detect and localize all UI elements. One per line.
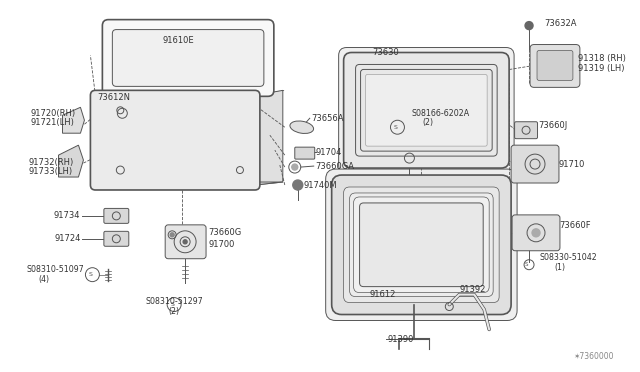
Circle shape <box>292 164 298 170</box>
Text: 91724: 91724 <box>54 234 81 243</box>
Text: S08310-51297: S08310-51297 <box>145 297 203 306</box>
Text: 91610E: 91610E <box>163 36 194 45</box>
FancyBboxPatch shape <box>530 45 580 87</box>
Text: 91612: 91612 <box>369 290 396 299</box>
Text: 91732(RH): 91732(RH) <box>29 158 74 167</box>
Text: S08166-6202A: S08166-6202A <box>412 109 470 118</box>
FancyBboxPatch shape <box>512 215 560 251</box>
Text: S08310-51097: S08310-51097 <box>27 265 84 274</box>
Text: 91733(LH): 91733(LH) <box>29 167 73 176</box>
Text: 91392: 91392 <box>460 285 486 294</box>
Text: 73660J: 73660J <box>538 121 567 130</box>
Text: 91704: 91704 <box>316 148 342 157</box>
FancyBboxPatch shape <box>102 20 274 96</box>
Text: 91319 (LH): 91319 (LH) <box>578 64 625 73</box>
FancyBboxPatch shape <box>113 30 264 86</box>
Text: S: S <box>88 272 92 277</box>
Text: 73656A: 73656A <box>312 114 344 123</box>
FancyBboxPatch shape <box>537 51 573 80</box>
Text: (4): (4) <box>38 275 49 284</box>
FancyBboxPatch shape <box>104 208 129 223</box>
Circle shape <box>525 22 533 30</box>
FancyBboxPatch shape <box>295 147 315 159</box>
FancyBboxPatch shape <box>104 231 129 246</box>
Polygon shape <box>95 182 283 185</box>
FancyBboxPatch shape <box>511 145 559 183</box>
FancyBboxPatch shape <box>165 225 206 259</box>
Text: 91721(LH): 91721(LH) <box>31 118 74 127</box>
Text: 73630: 73630 <box>372 48 399 57</box>
Text: 73612N: 73612N <box>97 93 131 102</box>
Polygon shape <box>63 107 84 133</box>
FancyBboxPatch shape <box>339 48 514 173</box>
Text: (1): (1) <box>554 263 565 272</box>
Circle shape <box>292 180 303 190</box>
Text: (2): (2) <box>422 118 433 127</box>
Text: (2): (2) <box>168 307 179 316</box>
FancyBboxPatch shape <box>344 187 499 302</box>
Text: 91318 (RH): 91318 (RH) <box>578 54 626 63</box>
Text: 73660G: 73660G <box>208 228 241 237</box>
Text: S: S <box>394 125 397 130</box>
Circle shape <box>532 229 540 237</box>
Text: ✶7360000: ✶7360000 <box>573 352 614 361</box>
FancyBboxPatch shape <box>90 90 260 190</box>
FancyBboxPatch shape <box>360 70 492 151</box>
FancyBboxPatch shape <box>326 169 517 321</box>
FancyBboxPatch shape <box>353 197 489 293</box>
FancyBboxPatch shape <box>349 193 493 296</box>
Circle shape <box>183 240 187 244</box>
Text: 73632A: 73632A <box>544 19 577 28</box>
Text: 91734: 91734 <box>54 211 81 220</box>
Polygon shape <box>255 90 283 185</box>
Text: 73660GA: 73660GA <box>316 161 355 171</box>
FancyBboxPatch shape <box>360 203 483 286</box>
Text: 91390: 91390 <box>387 335 414 344</box>
Text: 91740M: 91740M <box>304 180 337 189</box>
FancyBboxPatch shape <box>515 122 538 139</box>
Ellipse shape <box>290 121 314 134</box>
Text: 91710: 91710 <box>559 160 586 169</box>
FancyBboxPatch shape <box>344 52 509 168</box>
Polygon shape <box>58 145 83 177</box>
FancyBboxPatch shape <box>365 74 487 146</box>
Text: 73660F: 73660F <box>559 221 591 230</box>
FancyBboxPatch shape <box>356 64 497 156</box>
Text: S: S <box>525 262 529 267</box>
Circle shape <box>170 233 174 237</box>
Text: 91720(RH): 91720(RH) <box>31 109 76 118</box>
Text: S08330-51042: S08330-51042 <box>539 253 596 262</box>
Text: S: S <box>170 302 174 307</box>
FancyBboxPatch shape <box>332 175 511 314</box>
Text: 91700: 91700 <box>208 240 234 249</box>
